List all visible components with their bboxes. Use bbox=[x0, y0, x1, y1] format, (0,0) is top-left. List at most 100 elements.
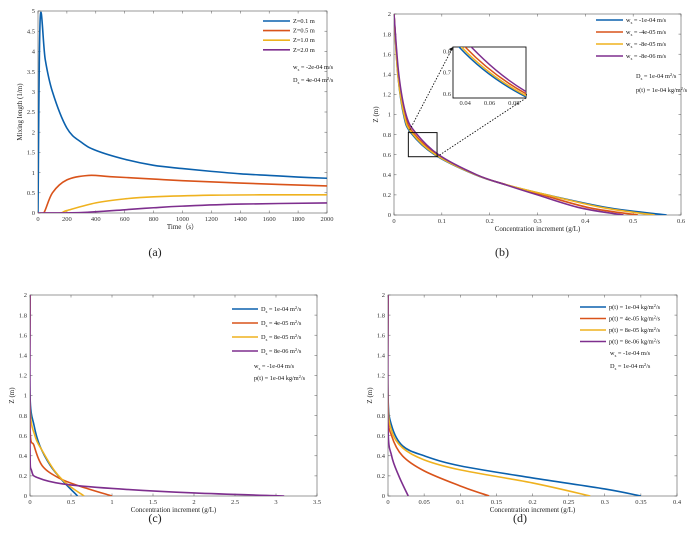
text-segment: = -2e-04 m/s bbox=[299, 64, 333, 71]
legend-entry: p(t) = 8e-06 kg/m2/s bbox=[609, 338, 661, 346]
text-segment: /s bbox=[297, 306, 302, 313]
y-tick-label: 1.2 bbox=[383, 92, 391, 99]
text-segment: 2 bbox=[295, 333, 297, 338]
y-tick-label: 0.2 bbox=[19, 473, 27, 480]
chart-panel-a: 0 200 400 600 800 1000 1200 1400 1600 1800 2000 0 0.… bbox=[16, 8, 334, 259]
text-segment: w bbox=[626, 41, 631, 48]
y-tick-label: 1.6 bbox=[383, 51, 392, 58]
text-segment: /s bbox=[656, 339, 661, 346]
y-tick-label: 3 bbox=[32, 89, 35, 96]
y-tick-label: 1.4 bbox=[19, 353, 28, 360]
legend-entry: ws = -1e-04 m/s bbox=[626, 17, 667, 25]
text-segment: w bbox=[626, 29, 631, 36]
x-axis-label: Concentration increment (g/L) bbox=[495, 225, 581, 233]
y-tick-label: 0.8 bbox=[19, 413, 27, 420]
text-segment: = 4e-05 m bbox=[267, 320, 295, 327]
text-segment: s bbox=[631, 20, 633, 25]
x-tick-label: 0 bbox=[36, 216, 39, 223]
x-tick-label: 3 bbox=[274, 499, 277, 506]
chart-panel-b: 0 0.1 0.2 0.3 0.4 0.5 0.6 0 0.2 0.4 0.6 0.8 1 1.2 1.4 1… bbox=[372, 11, 688, 259]
x-tick-label: 0.15 bbox=[491, 499, 502, 506]
text-segment: /s bbox=[683, 87, 688, 94]
x-tick-label: 1800 bbox=[292, 216, 305, 223]
text-segment: D bbox=[261, 334, 266, 341]
y-tick-label: 0 bbox=[24, 493, 27, 500]
legend-entry: Ds = 4e-05 m2/s bbox=[261, 319, 302, 328]
series-line-4 bbox=[38, 202, 327, 213]
parameter-annotation: ws = -1e-04 m/s bbox=[610, 350, 651, 358]
x-tick-label: 1.5 bbox=[149, 499, 157, 506]
text-segment: p(t) = 8e-05 kg/m bbox=[609, 327, 654, 334]
text-segment: s bbox=[266, 309, 268, 314]
text-segment: w bbox=[254, 363, 259, 370]
legend-entry: Ds = 8e-06 m2/s bbox=[261, 347, 302, 356]
text-segment: /s bbox=[656, 316, 661, 323]
legend-entry: Ds = 1e-04 m2/s bbox=[261, 305, 302, 314]
zoom-region-box bbox=[407, 132, 438, 158]
y-tick-label: 1 bbox=[24, 393, 27, 400]
y-tick-label: 0.4 bbox=[383, 172, 392, 179]
x-tick-label: 0 bbox=[28, 499, 31, 506]
y-axis-label: Z (m) bbox=[372, 106, 380, 123]
x-tick-label: 0.35 bbox=[635, 499, 646, 506]
text-segment: 2 bbox=[670, 72, 672, 77]
y-tick-label: 1 bbox=[382, 393, 385, 400]
inset-y-tick-label: 0.7 bbox=[443, 70, 452, 77]
text-segment: 2 bbox=[295, 347, 297, 352]
inset-x-tick-label: 0.04 bbox=[459, 100, 471, 107]
legend-entry: Z=2.0 m bbox=[293, 47, 315, 54]
text-segment: = -4e-05 m/s bbox=[632, 29, 666, 36]
legend-entry: ws = -4e-05 m/s bbox=[626, 29, 667, 37]
text-segment: = -1e-04 m/s bbox=[616, 350, 650, 357]
parameter-annotation: Ds = 1e-04 m2/s bbox=[636, 72, 677, 81]
inset-y-tick-label: 0.8 bbox=[443, 48, 451, 55]
y-tick-label: 2 bbox=[388, 11, 391, 18]
y-tick-label: 1.2 bbox=[377, 373, 385, 380]
series-line-4 bbox=[30, 295, 285, 496]
x-tick-label: 0 bbox=[386, 499, 389, 506]
parameter-annotation: p(t) = 1e-04 kg/m2/s bbox=[254, 374, 306, 382]
y-tick-label: 1.5 bbox=[27, 150, 35, 157]
y-tick-label: 2 bbox=[32, 129, 35, 136]
x-tick-label: 0.6 bbox=[677, 218, 686, 225]
text-segment: s bbox=[631, 56, 633, 61]
text-segment: p(t) = 1e-04 kg/m bbox=[636, 87, 681, 94]
x-tick-label: 1400 bbox=[234, 216, 247, 223]
y-tick-label: 2 bbox=[24, 292, 27, 299]
legend-entry: p(t) = 8e-05 kg/m2/s bbox=[609, 326, 661, 334]
text-segment: /s bbox=[646, 363, 651, 370]
legend-entry: Z=1.0 m bbox=[293, 37, 315, 44]
x-tick-label: 1600 bbox=[263, 216, 276, 223]
text-segment: p(t) = 8e-06 kg/m bbox=[609, 339, 654, 346]
text-segment: Z=2.0 m bbox=[293, 47, 315, 54]
y-tick-label: 1.8 bbox=[19, 312, 27, 319]
x-tick-label: 800 bbox=[149, 216, 159, 223]
text-segment: D bbox=[261, 320, 266, 327]
y-tick-label: 0.8 bbox=[383, 132, 391, 139]
y-tick-label: 4.5 bbox=[27, 28, 35, 35]
y-tick-label: 0 bbox=[382, 493, 385, 500]
x-tick-label: 0.05 bbox=[418, 499, 429, 506]
text-segment: 2 bbox=[295, 305, 297, 310]
text-segment: w bbox=[626, 17, 631, 24]
y-axis-label: Z (m) bbox=[366, 387, 374, 404]
y-axis-label: Z (m) bbox=[8, 387, 16, 404]
y-tick-label: 0.4 bbox=[377, 453, 386, 460]
text-segment: /s bbox=[329, 77, 334, 84]
y-tick-label: 0.5 bbox=[27, 190, 35, 197]
y-tick-label: 0.2 bbox=[383, 192, 391, 199]
x-tick-label: 3.5 bbox=[313, 499, 321, 506]
text-segment: w bbox=[293, 64, 298, 71]
y-tick-label: 4 bbox=[32, 49, 36, 56]
text-segment: = 1e-04 m bbox=[642, 73, 670, 80]
text-segment: D bbox=[261, 348, 266, 355]
legend-entry: Z=0.1 m bbox=[293, 18, 315, 25]
y-tick-label: 0.6 bbox=[377, 433, 386, 440]
text-segment: /s bbox=[297, 334, 302, 341]
text-segment: 2 bbox=[654, 338, 656, 343]
x-tick-label: 2000 bbox=[321, 216, 334, 223]
text-segment: /s bbox=[301, 375, 306, 382]
series-line-1 bbox=[38, 11, 327, 213]
text-segment: /s bbox=[297, 348, 302, 355]
x-tick-label: 1200 bbox=[205, 216, 218, 223]
